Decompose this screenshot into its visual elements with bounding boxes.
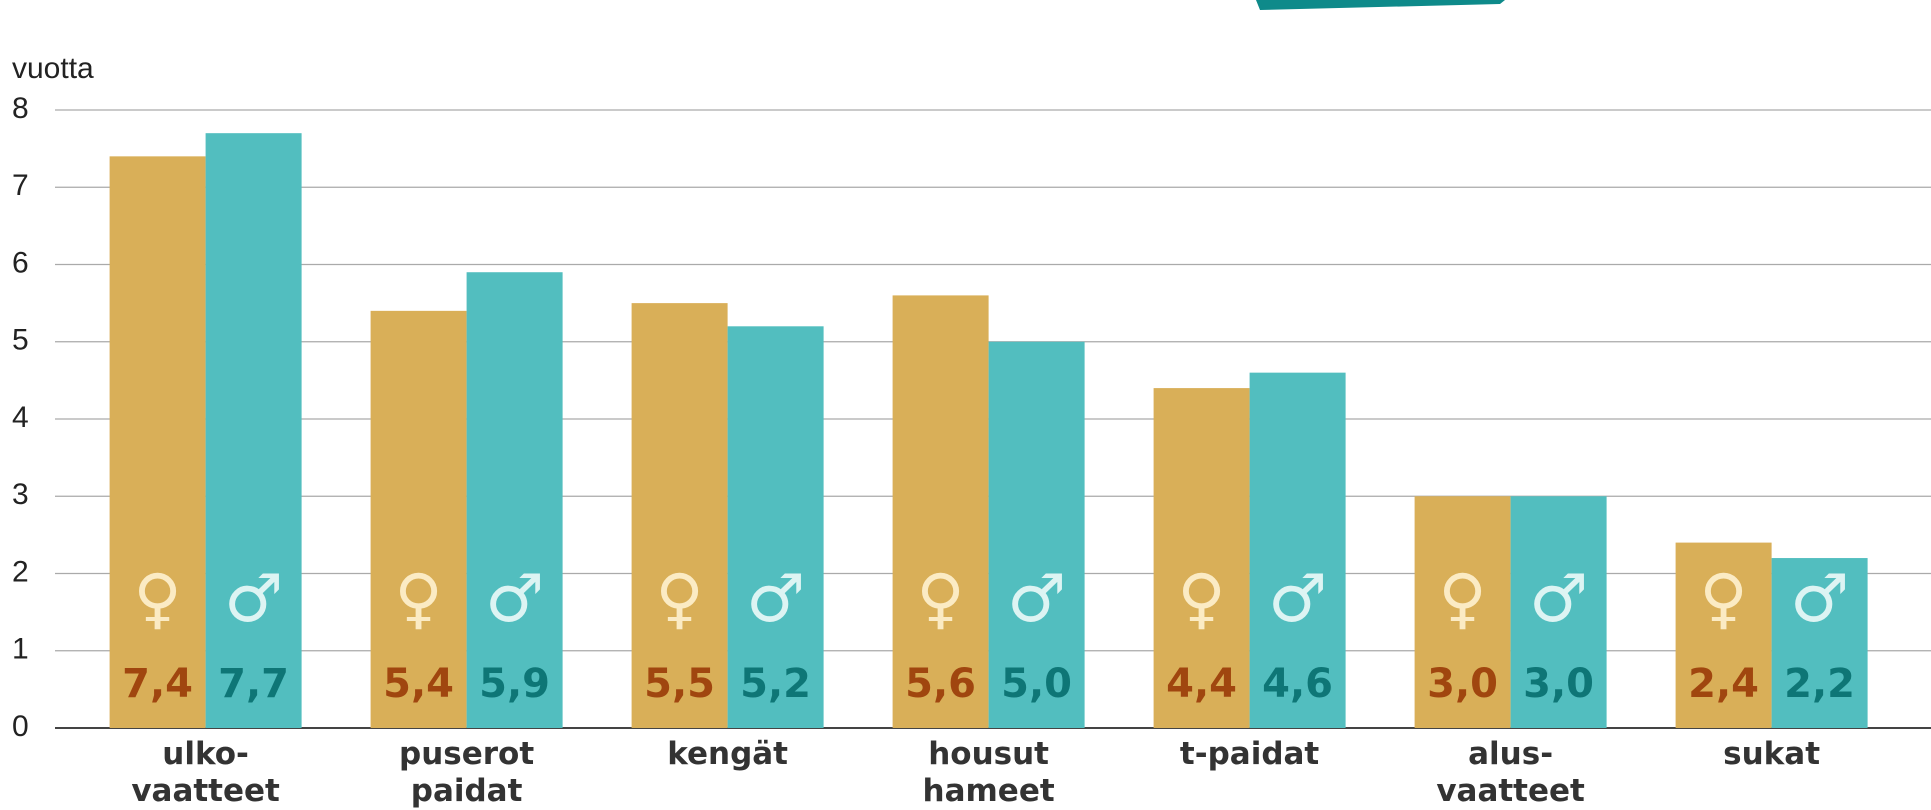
y-tick-label: 7 (12, 169, 29, 202)
y-tick-label: 6 (12, 246, 29, 279)
value-label: 3,0 (1427, 661, 1498, 707)
value-label: 5,6 (905, 661, 976, 707)
series-symbol: ♂ (746, 560, 805, 637)
series-symbol: ♀ (655, 560, 703, 637)
series-symbol: ♂ (1268, 560, 1327, 637)
series-symbol: ♂ (485, 560, 544, 637)
x-tick-label: ulko-vaatteet (131, 736, 280, 809)
decoration (1256, 0, 1505, 10)
x-tick-label: t-paidat (1180, 736, 1320, 772)
y-tick-label: 3 (12, 478, 29, 511)
y-tick-label: 1 (12, 633, 29, 666)
series-symbol: ♀ (916, 560, 964, 637)
value-label: 3,0 (1523, 661, 1594, 707)
series-symbol: ♂ (224, 560, 283, 637)
y-tick-label: 0 (12, 710, 29, 743)
value-label: 5,9 (479, 661, 550, 707)
series-symbol: ♀ (1699, 560, 1747, 637)
value-label: 5,0 (1001, 661, 1072, 707)
y-tick-label: 4 (12, 401, 29, 434)
y-tick-label: 2 (12, 555, 29, 588)
value-label: 4,6 (1262, 661, 1333, 707)
value-label: 5,5 (644, 661, 715, 707)
x-tick-label: sukat (1723, 736, 1820, 772)
y-axis-label: vuotta (12, 52, 94, 85)
y-tick-label: 8 (12, 92, 29, 125)
series-symbol: ♂ (1007, 560, 1066, 637)
value-label: 2,2 (1784, 661, 1855, 707)
value-label: 4,4 (1166, 661, 1237, 707)
value-label: 7,4 (122, 661, 193, 707)
x-tick-label: alus-vaatteet (1436, 736, 1585, 809)
value-label: 5,4 (383, 661, 454, 707)
value-label: 5,2 (740, 661, 811, 707)
series-symbol: ♀ (394, 560, 442, 637)
series-symbol: ♀ (1177, 560, 1225, 637)
series-symbol: ♀ (1438, 560, 1486, 637)
y-tick-label: 5 (12, 324, 29, 357)
value-label: 2,4 (1688, 661, 1759, 707)
value-label: 7,7 (218, 661, 289, 707)
bar (110, 156, 206, 728)
chart: vuotta 0 1 2 3 4 5 6 7 8 ulko-vaatteet ♀ 7,4 ♂ 7,7 pus… (0, 0, 1931, 810)
x-tick-label: kengät (667, 736, 788, 772)
bar (467, 272, 563, 728)
series-symbol: ♂ (1790, 560, 1849, 637)
series-symbol: ♀ (133, 560, 181, 637)
bar (206, 133, 302, 728)
series-symbol: ♂ (1529, 560, 1588, 637)
